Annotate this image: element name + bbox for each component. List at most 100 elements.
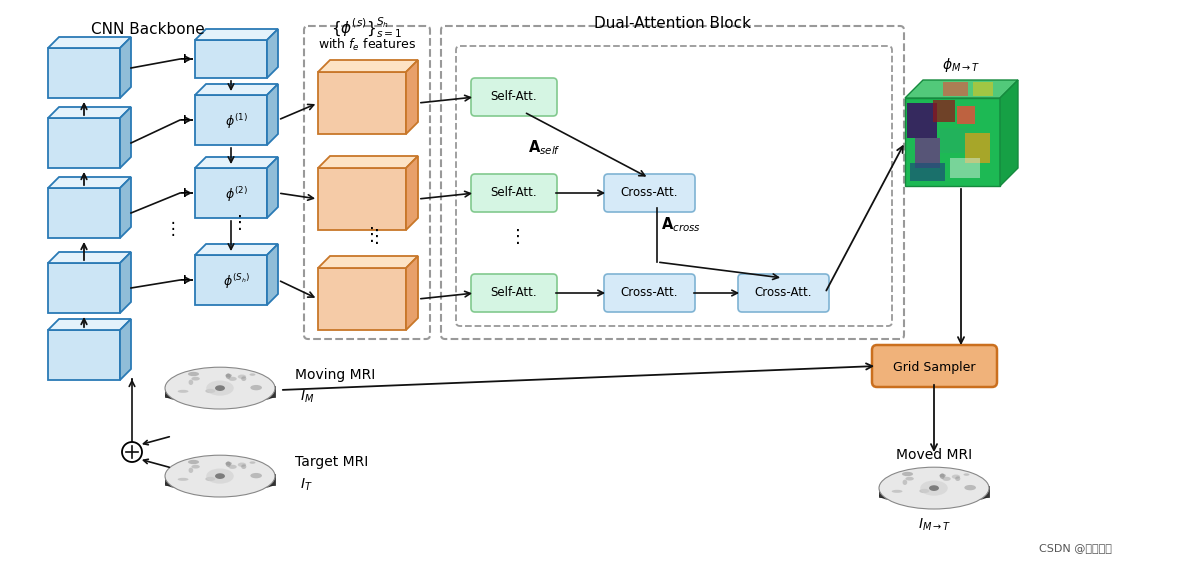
FancyBboxPatch shape — [872, 345, 997, 387]
Ellipse shape — [964, 473, 970, 476]
Text: $\mathbf{A}_{cross}$: $\mathbf{A}_{cross}$ — [660, 216, 701, 234]
Polygon shape — [906, 80, 1017, 98]
Ellipse shape — [920, 480, 947, 496]
Polygon shape — [318, 168, 406, 230]
Ellipse shape — [879, 467, 989, 509]
Ellipse shape — [891, 490, 902, 493]
Text: $I_{M \rightarrow T}$: $I_{M \rightarrow T}$ — [917, 517, 951, 533]
Polygon shape — [267, 157, 278, 218]
Text: +: + — [178, 52, 190, 66]
Polygon shape — [120, 319, 131, 380]
Ellipse shape — [192, 465, 200, 468]
Polygon shape — [318, 156, 418, 168]
Ellipse shape — [225, 374, 232, 377]
Bar — [915, 138, 940, 168]
Ellipse shape — [188, 468, 193, 473]
Polygon shape — [48, 252, 131, 263]
Polygon shape — [48, 188, 120, 238]
Polygon shape — [195, 40, 267, 78]
Polygon shape — [195, 157, 278, 168]
Polygon shape — [48, 118, 120, 168]
Ellipse shape — [165, 388, 275, 403]
Polygon shape — [195, 84, 278, 95]
FancyBboxPatch shape — [471, 78, 557, 116]
Polygon shape — [879, 486, 989, 497]
Text: $\{\phi^{(s)}\}_{s=1}^{S_h}$: $\{\phi^{(s)}\}_{s=1}^{S_h}$ — [331, 15, 402, 40]
Ellipse shape — [250, 462, 256, 464]
Text: Cross-Att.: Cross-Att. — [621, 186, 678, 199]
Text: $\mathbf{A}_{self}$: $\mathbf{A}_{self}$ — [528, 138, 560, 157]
Polygon shape — [267, 29, 278, 78]
Text: Cross-Att.: Cross-Att. — [621, 286, 678, 299]
Ellipse shape — [206, 380, 233, 395]
FancyBboxPatch shape — [471, 174, 557, 212]
Ellipse shape — [902, 480, 907, 485]
Ellipse shape — [238, 463, 246, 467]
Ellipse shape — [242, 376, 246, 381]
Bar — [942, 82, 967, 96]
Text: CSDN @蓝海渔夫: CSDN @蓝海渔夫 — [1039, 543, 1111, 553]
Text: +: + — [178, 186, 190, 200]
Ellipse shape — [206, 477, 215, 481]
Ellipse shape — [942, 477, 951, 481]
Bar — [907, 103, 937, 138]
FancyBboxPatch shape — [471, 274, 557, 312]
Polygon shape — [48, 48, 120, 98]
Polygon shape — [195, 29, 278, 40]
Polygon shape — [48, 263, 120, 313]
Bar — [940, 128, 970, 153]
Ellipse shape — [188, 372, 199, 376]
Polygon shape — [195, 95, 267, 145]
Polygon shape — [48, 319, 131, 330]
Ellipse shape — [177, 478, 188, 481]
Polygon shape — [318, 60, 418, 72]
Polygon shape — [406, 256, 418, 330]
Ellipse shape — [165, 455, 275, 497]
Text: $\vdots$: $\vdots$ — [164, 219, 176, 237]
Ellipse shape — [879, 488, 989, 503]
Bar — [965, 133, 990, 163]
Ellipse shape — [250, 373, 256, 376]
Circle shape — [123, 442, 142, 462]
Ellipse shape — [250, 385, 262, 390]
Ellipse shape — [964, 485, 976, 490]
Text: $\phi^{(1)}$: $\phi^{(1)}$ — [225, 112, 248, 132]
Ellipse shape — [238, 375, 246, 379]
Polygon shape — [165, 474, 275, 485]
Text: Target MRI: Target MRI — [295, 455, 368, 469]
Polygon shape — [48, 177, 131, 188]
Polygon shape — [120, 177, 131, 238]
Ellipse shape — [906, 477, 914, 481]
Text: Grid Sampler: Grid Sampler — [894, 360, 976, 373]
Text: Moved MRI: Moved MRI — [896, 448, 972, 462]
Text: with $f_e$ features: with $f_e$ features — [318, 37, 416, 53]
Text: +: + — [178, 273, 190, 287]
Polygon shape — [318, 72, 406, 134]
Ellipse shape — [165, 476, 275, 492]
Ellipse shape — [956, 476, 960, 481]
Text: Moving MRI: Moving MRI — [295, 368, 375, 382]
Ellipse shape — [920, 489, 929, 493]
Ellipse shape — [188, 380, 193, 385]
Polygon shape — [267, 84, 278, 145]
Polygon shape — [906, 98, 1000, 186]
FancyBboxPatch shape — [605, 274, 695, 312]
Text: $I_T$: $I_T$ — [300, 477, 313, 493]
Ellipse shape — [192, 377, 200, 381]
Ellipse shape — [226, 373, 231, 379]
Polygon shape — [195, 168, 267, 218]
Text: +: + — [178, 113, 190, 127]
Text: $I_M$: $I_M$ — [300, 389, 314, 405]
Ellipse shape — [228, 465, 237, 469]
Text: $\phi_{M \rightarrow T}$: $\phi_{M \rightarrow T}$ — [942, 56, 981, 74]
Ellipse shape — [215, 385, 225, 391]
Text: CNN Backbone: CNN Backbone — [92, 22, 205, 37]
Polygon shape — [120, 107, 131, 168]
Text: Self-Att.: Self-Att. — [490, 90, 538, 103]
Ellipse shape — [929, 485, 939, 491]
FancyBboxPatch shape — [738, 274, 829, 312]
Text: Cross-Att.: Cross-Att. — [754, 286, 813, 299]
Polygon shape — [165, 386, 275, 397]
Ellipse shape — [215, 473, 225, 479]
Bar — [910, 163, 945, 181]
